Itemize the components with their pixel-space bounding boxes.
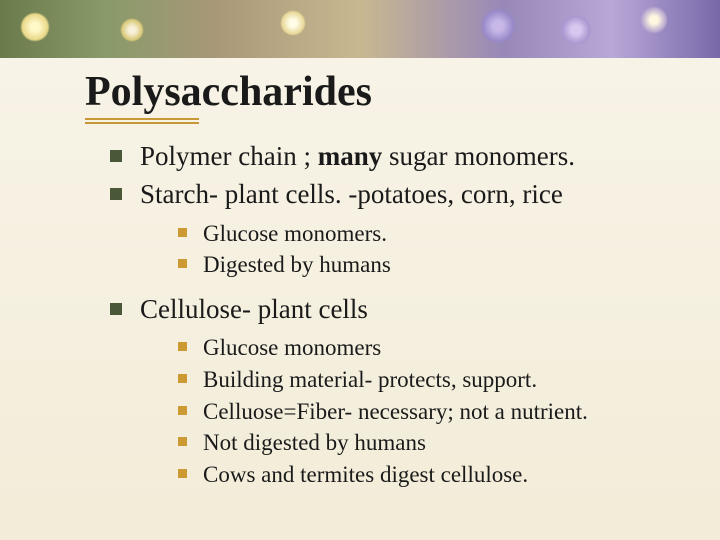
slide-title: Polysaccharides xyxy=(85,68,372,116)
sub-bullet-item: Digested by humans xyxy=(178,251,690,279)
bullet-square-small-icon xyxy=(178,342,187,351)
sub-bullet-text: Building material- protects, support. xyxy=(203,366,537,394)
flower-decoration xyxy=(120,18,144,42)
flower-decoration xyxy=(560,14,592,46)
bullet-square-small-icon xyxy=(178,406,187,415)
title-underline xyxy=(85,118,199,120)
bullet-item: Starch- plant cells. -potatoes, corn, ri… xyxy=(110,178,690,212)
sub-bullet-item: Celluose=Fiber- necessary; not a nutrien… xyxy=(178,398,690,426)
bullet-square-small-icon xyxy=(178,437,187,446)
sub-bullet-text: Cows and termites digest cellulose. xyxy=(203,461,528,489)
bullet-square-icon xyxy=(110,303,122,315)
title-underline xyxy=(85,122,199,124)
sub-bullet-item: Building material- protects, support. xyxy=(178,366,690,394)
sub-bullet-text: Glucose monomers xyxy=(203,334,381,362)
sub-bullet-text: Not digested by humans xyxy=(203,429,426,457)
decorative-banner xyxy=(0,0,720,58)
flower-decoration xyxy=(480,8,516,44)
bullet-square-small-icon xyxy=(178,469,187,478)
bullet-text: Cellulose- plant cells xyxy=(140,293,368,327)
bullet-square-small-icon xyxy=(178,259,187,268)
flower-decoration xyxy=(640,6,668,34)
sub-bullet-text: Glucose monomers. xyxy=(203,220,387,248)
bullet-square-icon xyxy=(110,150,122,162)
slide-content: Polymer chain ; many sugar monomers. Sta… xyxy=(110,140,690,492)
sub-bullet-item: Glucose monomers xyxy=(178,334,690,362)
sub-bullet-item: Glucose monomers. xyxy=(178,220,690,248)
bullet-item: Polymer chain ; many sugar monomers. xyxy=(110,140,690,174)
sub-bullet-item: Not digested by humans xyxy=(178,429,690,457)
bullet-square-small-icon xyxy=(178,228,187,237)
bullet-item: Cellulose- plant cells xyxy=(110,293,690,327)
bullet-text: Polymer chain ; many sugar monomers. xyxy=(140,140,575,174)
flower-decoration xyxy=(280,10,306,36)
bullet-text: Starch- plant cells. -potatoes, corn, ri… xyxy=(140,178,563,212)
flower-decoration xyxy=(20,12,50,42)
sub-bullet-text: Celluose=Fiber- necessary; not a nutrien… xyxy=(203,398,588,426)
bullet-square-icon xyxy=(110,188,122,200)
sub-bullet-text: Digested by humans xyxy=(203,251,391,279)
bullet-square-small-icon xyxy=(178,374,187,383)
sub-bullet-item: Cows and termites digest cellulose. xyxy=(178,461,690,489)
